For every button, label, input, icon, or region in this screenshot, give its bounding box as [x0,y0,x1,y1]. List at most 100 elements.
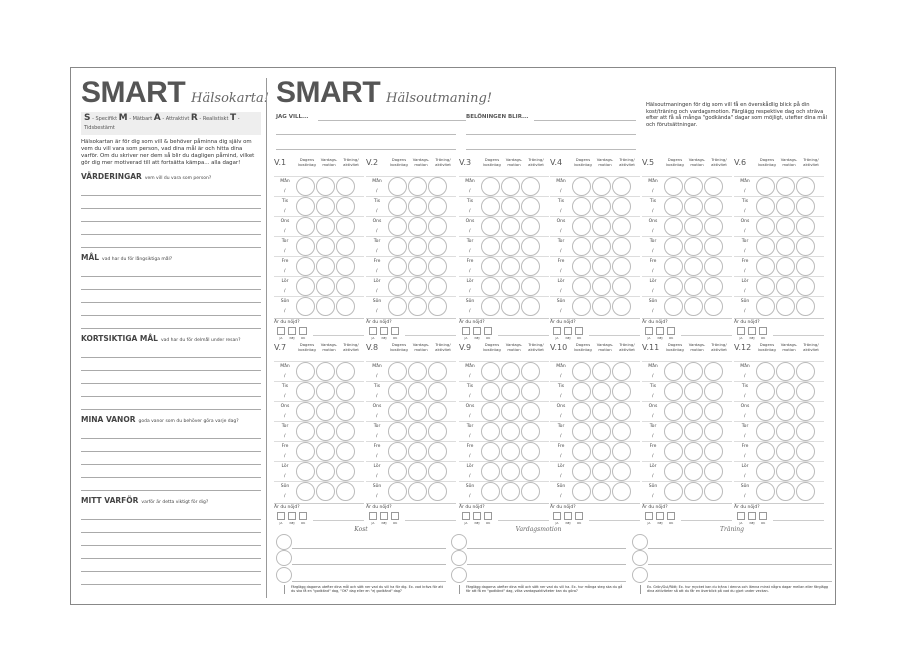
tracking-circle[interactable] [388,177,407,196]
tracking-circle[interactable] [704,217,723,236]
tracking-circle[interactable] [481,297,500,316]
tracking-circle[interactable] [796,217,815,236]
tracking-circle[interactable] [684,277,703,296]
checkbox-square[interactable] [645,327,653,335]
tracking-circle[interactable] [796,197,815,216]
tracking-circle[interactable] [776,277,795,296]
write-line[interactable] [81,196,261,209]
tracking-circle[interactable] [428,217,447,236]
tracking-circle[interactable] [592,277,611,296]
checkbox-square[interactable] [484,512,492,520]
legend-circle[interactable] [632,533,648,550]
checkbox-square[interactable] [645,512,653,520]
legend-line[interactable] [467,580,626,582]
tracking-circle[interactable] [428,237,447,256]
tracking-circle[interactable] [336,297,355,316]
checkbox-square[interactable] [277,327,285,335]
tracking-circle[interactable] [776,422,795,441]
tracking-circle[interactable] [572,482,591,501]
legend-line[interactable] [467,547,626,549]
tracking-circle[interactable] [521,217,540,236]
satisfied-checkbox[interactable]: NEJ [656,512,664,525]
tracking-circle[interactable] [572,402,591,421]
tracking-circle[interactable] [684,482,703,501]
tracking-circle[interactable] [756,382,775,401]
tracking-circle[interactable] [428,277,447,296]
tracking-circle[interactable] [428,362,447,381]
tracking-circle[interactable] [704,277,723,296]
tracking-circle[interactable] [684,237,703,256]
tracking-circle[interactable] [408,402,427,421]
tracking-circle[interactable] [776,402,795,421]
tracking-circle[interactable] [521,482,540,501]
tracking-circle[interactable] [572,362,591,381]
tracking-circle[interactable] [521,382,540,401]
write-line[interactable] [81,520,261,533]
tracking-circle[interactable] [796,362,815,381]
tracking-circle[interactable] [592,237,611,256]
tracking-circle[interactable] [481,197,500,216]
tracking-circle[interactable] [704,257,723,276]
tracking-circle[interactable] [336,422,355,441]
legend-line[interactable] [467,564,626,565]
tracking-circle[interactable] [572,422,591,441]
tracking-circle[interactable] [664,237,683,256]
checkbox-square[interactable] [737,327,745,335]
satisfied-line[interactable] [681,520,732,521]
tracking-circle[interactable] [796,277,815,296]
checkbox-square[interactable] [473,512,481,520]
tracking-circle[interactable] [296,197,315,216]
legend-circle[interactable] [632,566,648,583]
satisfied-checkbox[interactable]: JA [462,512,470,525]
write-line[interactable] [81,209,261,222]
tracking-circle[interactable] [388,257,407,276]
write-line[interactable] [81,358,261,371]
tracking-circle[interactable] [684,402,703,421]
tracking-circle[interactable] [572,177,591,196]
write-line[interactable] [81,277,261,290]
tracking-circle[interactable] [501,257,520,276]
tracking-circle[interactable] [592,402,611,421]
tracking-circle[interactable] [408,297,427,316]
tracking-circle[interactable] [408,422,427,441]
tracking-circle[interactable] [428,402,447,421]
tracking-circle[interactable] [592,442,611,461]
satisfied-checkbox[interactable]: OK [575,512,583,525]
satisfied-line[interactable] [405,520,456,521]
write-line[interactable] [81,264,261,277]
tracking-circle[interactable] [428,257,447,276]
tracking-circle[interactable] [612,257,631,276]
write-line[interactable] [81,572,261,585]
satisfied-line[interactable] [498,335,549,336]
write-line[interactable] [81,559,261,572]
satisfied-checkbox[interactable]: NEJ [380,327,388,340]
satisfied-line[interactable] [773,520,824,521]
checkbox-square[interactable] [564,512,572,520]
tracking-circle[interactable] [612,462,631,481]
tracking-circle[interactable] [756,422,775,441]
checkbox-square[interactable] [380,327,388,335]
tracking-circle[interactable] [684,177,703,196]
tracking-circle[interactable] [408,462,427,481]
tracking-circle[interactable] [592,257,611,276]
tracking-circle[interactable] [592,197,611,216]
write-line[interactable] [81,439,261,452]
tracking-circle[interactable] [481,217,500,236]
tracking-circle[interactable] [684,422,703,441]
tracking-circle[interactable] [388,402,407,421]
write-line[interactable] [81,183,261,196]
tracking-circle[interactable] [796,297,815,316]
tracking-circle[interactable] [704,402,723,421]
tracking-circle[interactable] [704,422,723,441]
tracking-circle[interactable] [572,217,591,236]
tracking-circle[interactable] [664,482,683,501]
tracking-circle[interactable] [408,177,427,196]
write-line[interactable] [81,465,261,478]
tracking-circle[interactable] [336,382,355,401]
checkbox-square[interactable] [759,512,767,520]
satisfied-checkbox[interactable]: OK [759,327,767,340]
jag-vill-line[interactable] [276,149,456,150]
tracking-circle[interactable] [316,257,335,276]
tracking-circle[interactable] [336,442,355,461]
legend-circle[interactable] [276,566,292,583]
